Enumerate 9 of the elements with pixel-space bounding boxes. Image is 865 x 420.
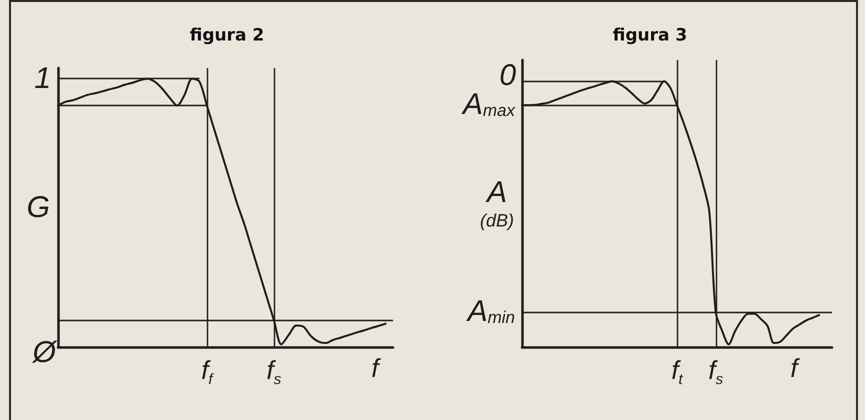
text: Ø	[32, 336, 56, 369]
ref-line-label: 1	[34, 62, 51, 95]
chart-title: figura 2	[190, 26, 264, 46]
x-axis-title: f	[371, 353, 382, 383]
x-axis-title: f	[790, 353, 800, 383]
y-axis-title: A (dB)	[480, 176, 514, 230]
chart-title: figura 3	[612, 26, 688, 46]
ref-line-label: A$_{min}$	[468, 295, 515, 328]
y-axis-title: G	[26, 191, 50, 224]
